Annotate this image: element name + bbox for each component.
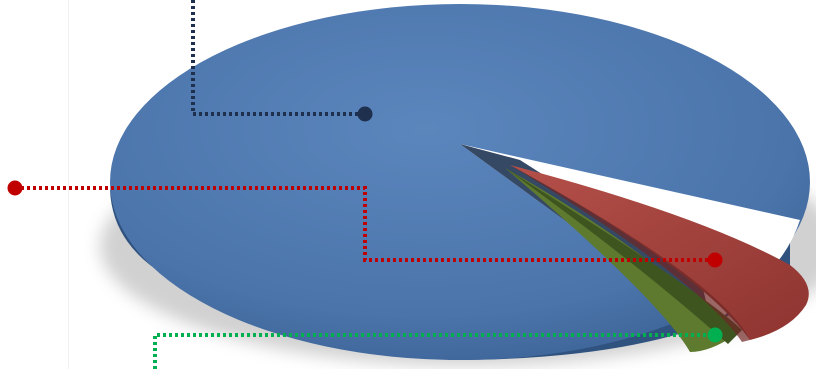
callout-marker-0 (357, 106, 373, 122)
callout-line-1 (15, 186, 715, 262)
pie-slice-1 (510, 165, 809, 340)
callout-marker-1-start (7, 180, 23, 196)
faint-guide-line (68, 0, 69, 369)
callout-marker-2 (707, 327, 723, 343)
pie-slice-2-rim (505, 168, 742, 344)
callout-line-0 (191, 0, 365, 116)
pie-slice-2 (505, 168, 735, 352)
callout-marker-1 (707, 252, 723, 268)
